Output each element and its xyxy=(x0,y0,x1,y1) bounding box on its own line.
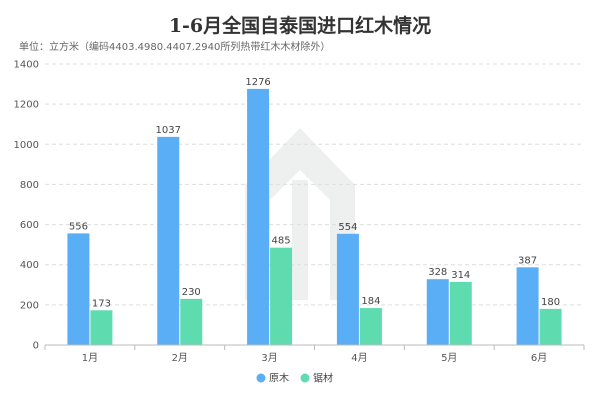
y-tick-label: 800 xyxy=(20,180,39,191)
bar-series1 xyxy=(426,279,449,345)
x-tick-label: 3月 xyxy=(261,352,277,364)
y-tick-label: 1200 xyxy=(14,100,39,111)
x-tick-label: 1月 xyxy=(82,352,98,364)
data-label: 1276 xyxy=(245,77,270,88)
data-label: 1037 xyxy=(156,125,181,136)
bar-series1 xyxy=(516,267,539,345)
x-tick-label: 2月 xyxy=(172,352,188,364)
legend-label: 锯材 xyxy=(313,372,333,385)
bar-series2 xyxy=(359,308,382,345)
bar-series1 xyxy=(247,88,270,345)
chart-title: 1-6月全国自泰国进口红木情况 xyxy=(169,14,431,37)
bar-series2 xyxy=(180,298,203,345)
bar-series2 xyxy=(539,308,562,345)
chart-subtitle: 单位：立方米（编码4403.4980.4407.2940所列热带红木木材除外） xyxy=(19,40,330,53)
bar-series2 xyxy=(449,281,472,345)
y-tick-label: 1000 xyxy=(14,140,39,151)
data-label: 314 xyxy=(451,270,470,281)
y-tick-label: 400 xyxy=(20,260,39,271)
x-tick-label: 6月 xyxy=(531,352,547,364)
legend-label: 原木 xyxy=(269,373,289,385)
data-label: 554 xyxy=(338,222,357,233)
legend-marker xyxy=(300,373,310,383)
data-label: 230 xyxy=(182,287,201,298)
bar-series1 xyxy=(67,233,90,345)
data-label: 173 xyxy=(92,298,111,309)
y-tick-label: 1400 xyxy=(14,60,39,71)
bar-series1 xyxy=(336,233,359,345)
bar-series2 xyxy=(90,310,113,345)
y-tick-label: 600 xyxy=(20,220,39,231)
bar-series2 xyxy=(270,247,293,345)
watermark-logo xyxy=(245,128,355,300)
data-label: 485 xyxy=(272,236,291,247)
y-tick-label: 0 xyxy=(33,341,39,352)
data-label: 556 xyxy=(69,221,88,232)
data-label: 180 xyxy=(541,297,560,308)
x-tick-label: 4月 xyxy=(351,352,367,364)
data-label: 328 xyxy=(428,267,447,278)
bar-series1 xyxy=(157,136,180,345)
data-label: 184 xyxy=(361,296,380,307)
data-label: 387 xyxy=(518,255,537,266)
legend-marker xyxy=(256,373,266,383)
y-tick-label: 200 xyxy=(20,300,39,311)
x-tick-label: 5月 xyxy=(441,352,457,364)
